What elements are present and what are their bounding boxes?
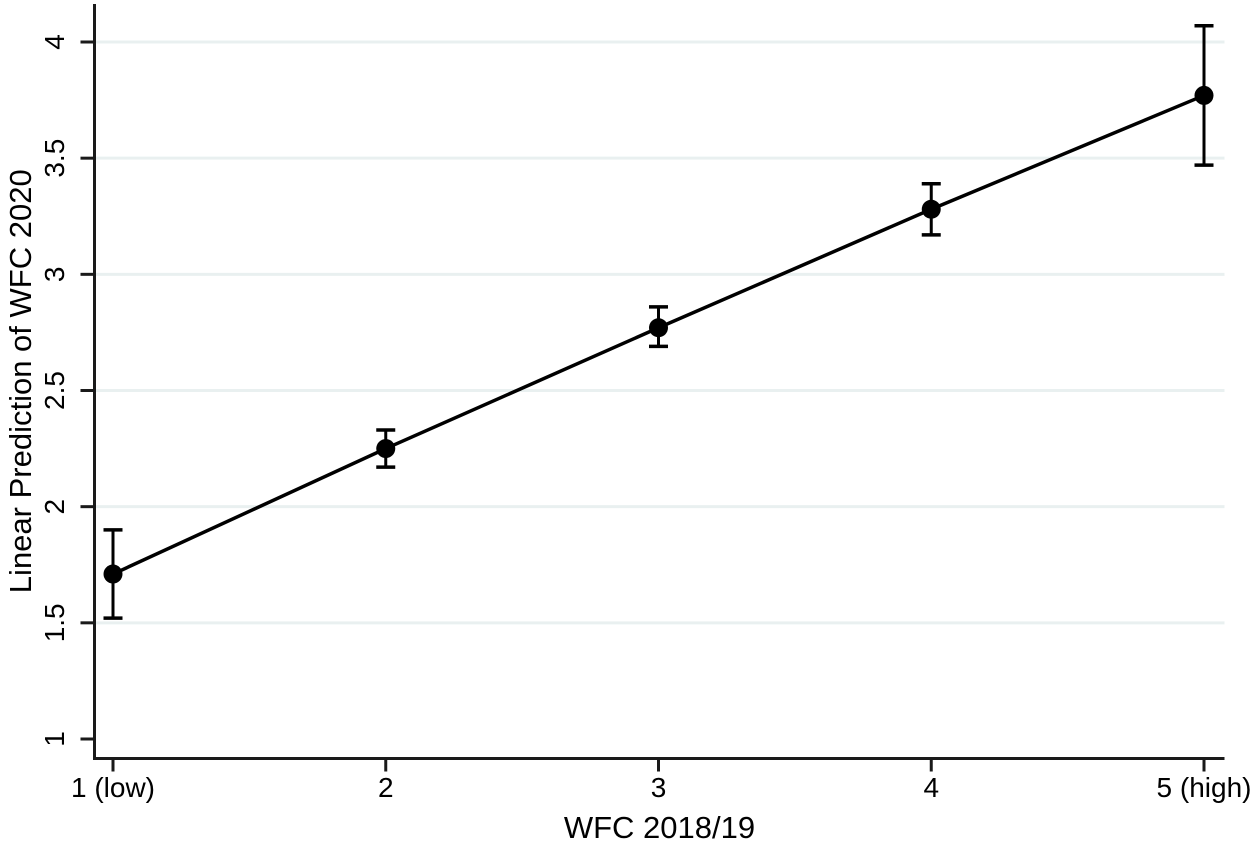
y-tick-label: 1.5 [39,603,70,642]
x-tick-label: 2 [378,772,394,803]
y-tick-label: 2.5 [39,371,70,410]
x-tick-label: 1 (low) [71,772,155,803]
y-axis-title: Linear Prediction of WFC 2020 [3,169,38,593]
y-tick-label: 1 [39,731,70,747]
y-tick-label: 4 [39,34,70,50]
data-point-marker [376,439,396,459]
data-point-marker [921,199,941,219]
data-point-marker [103,564,123,584]
data-point-marker [649,318,668,338]
y-tick-label: 2 [39,499,70,515]
y-tick-label: 3.5 [39,139,70,178]
x-tick-label: 4 [923,772,939,803]
x-tick-label: 3 [651,772,667,803]
data-point-marker [1194,85,1214,105]
x-axis-title: WFC 2018/19 [564,810,755,845]
x-tick-label: 5 (high) [1157,772,1250,803]
y-tick-label: 3 [39,267,70,283]
